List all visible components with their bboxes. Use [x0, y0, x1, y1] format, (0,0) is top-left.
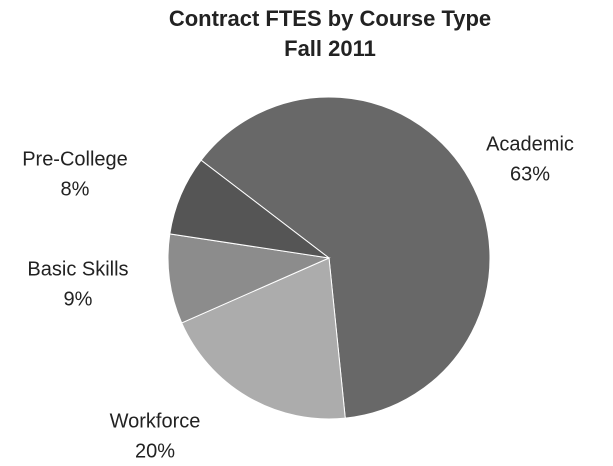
chart-title: Contract FTES by Course Type: [169, 6, 491, 31]
slice-label: Pre-College: [22, 148, 128, 170]
slice-label: Basic Skills: [27, 258, 128, 280]
value-label: 9%: [64, 288, 93, 310]
slice-label: Workforce: [110, 410, 201, 432]
chart-subtitle: Fall 2011: [284, 36, 376, 61]
pie-slice: [200, 96, 491, 419]
pie-slice: [181, 257, 346, 420]
pie-slice: [167, 233, 331, 324]
value-label: 63%: [510, 163, 550, 185]
value-label: 20%: [135, 440, 175, 462]
slice-label: Academic: [486, 133, 574, 155]
pie-slice: [169, 159, 330, 259]
value-label: 8%: [61, 178, 90, 200]
